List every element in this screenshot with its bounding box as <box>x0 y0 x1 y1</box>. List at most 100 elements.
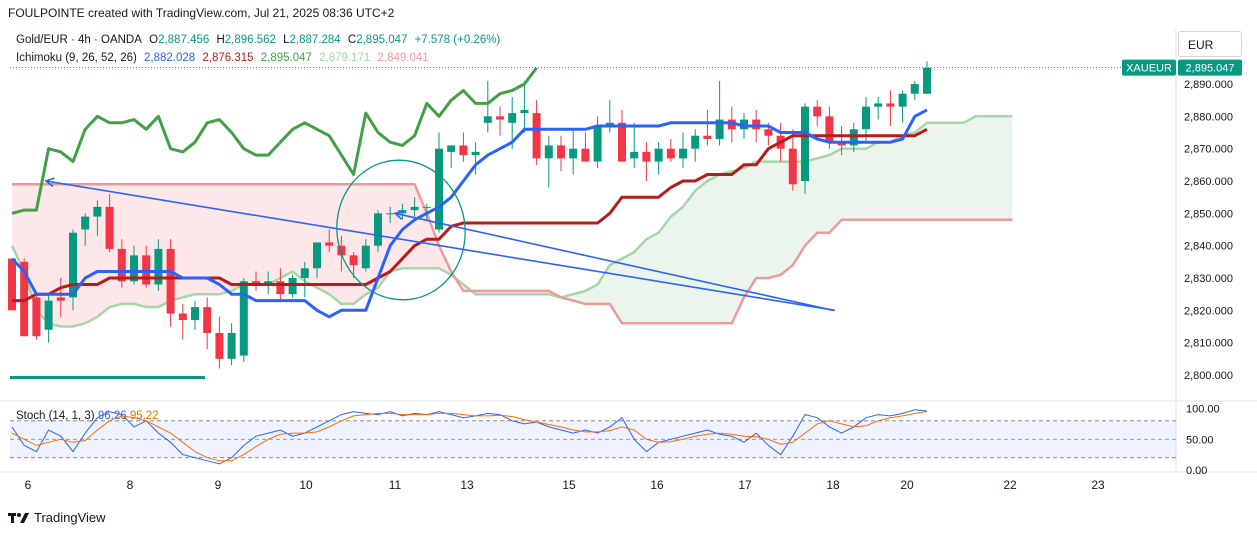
x-tick-label: 17 <box>738 478 752 492</box>
ichimoku-cloud <box>317 184 330 295</box>
ichimoku-label[interactable]: Ichimoku (9, 26, 52, 26) <box>16 52 137 64</box>
ichimoku-cloud <box>951 122 964 220</box>
candle-body <box>56 297 65 301</box>
ichimoku-cloud <box>963 116 976 220</box>
candle-body <box>32 297 41 337</box>
footer-brand: TradingView <box>34 510 106 525</box>
candle-body <box>447 145 456 152</box>
y-tick-label: 2,800.000 <box>1184 370 1233 382</box>
ichimoku-cloud <box>817 155 830 233</box>
ichimoku-cloud <box>670 206 683 324</box>
candle-body <box>325 242 334 246</box>
candle-body <box>471 151 480 156</box>
y-tick-label: 2,820.000 <box>1184 305 1233 317</box>
ichimoku-cloud <box>744 161 757 298</box>
ichimoku-cloud <box>256 184 269 285</box>
candle-body <box>203 307 212 333</box>
ichimoku-cloud <box>414 184 427 269</box>
ichimoku-cloud <box>975 116 988 220</box>
candle-body <box>288 278 297 295</box>
x-tick-label: 15 <box>562 478 576 492</box>
candle-body <box>117 248 126 282</box>
ichimoku-cloud <box>927 122 940 220</box>
candle-body <box>740 119 748 130</box>
candle-body <box>483 116 492 123</box>
x-tick-label: 10 <box>299 478 313 492</box>
ichimoku-cloud <box>268 184 281 285</box>
ichimoku-cloud <box>622 252 635 324</box>
ichimoku-cloud <box>634 239 647 324</box>
ichimoku-cloud <box>121 184 134 304</box>
price-tag-symbol-box <box>1122 59 1176 76</box>
candle-body <box>81 216 90 230</box>
stoch-d-line <box>11 411 928 462</box>
trend-line-arrowhead <box>393 210 404 220</box>
ichimoku-cloud <box>243 184 256 285</box>
ichimoku-cloud <box>146 184 159 308</box>
candle-body <box>227 332 236 359</box>
ichimoku-cloud <box>85 184 98 324</box>
candle-body <box>264 281 273 285</box>
candle-body <box>435 148 443 230</box>
candle-body <box>44 300 53 330</box>
candle-body <box>544 145 553 159</box>
y-tick-label: 2,850.000 <box>1184 208 1233 220</box>
candle-body <box>142 255 151 285</box>
candle-body <box>825 116 834 143</box>
stoch-label[interactable]: Stoch (14, 1, 3) <box>16 410 95 422</box>
ichimoku-cloud <box>890 135 903 220</box>
x-tick-label: 23 <box>1091 478 1105 492</box>
ichimoku-base-value: 2,876.315 <box>202 52 254 64</box>
annotation-ellipse <box>336 159 466 301</box>
candle-body <box>557 145 565 159</box>
candle-body <box>691 135 700 149</box>
ichimoku-span-b-line <box>12 182 1013 325</box>
symbol-label[interactable]: Gold/EUR · 4h · OANDA <box>16 34 142 46</box>
y-tick-label: 2,880.000 <box>1184 111 1233 123</box>
candle-body <box>862 106 870 130</box>
ichimoku-cloud <box>646 232 659 324</box>
candle-body <box>764 129 773 136</box>
x-tick-label: 6 <box>25 478 32 492</box>
candle-body <box>532 113 541 159</box>
price-tag: XAUEUR 2,895.047 <box>1122 59 1242 76</box>
ichimoku-cloud <box>390 184 403 272</box>
candle-body <box>276 281 285 295</box>
stoch-k-line <box>11 409 928 465</box>
candle-body <box>605 122 614 127</box>
y-tick-label: 2,860.000 <box>1184 176 1233 188</box>
trend-line-arrowhead <box>44 177 55 188</box>
price-tag-price-box <box>1178 59 1242 76</box>
candle-body <box>886 103 895 107</box>
y-tick-label: 2,810.000 <box>1184 338 1233 350</box>
candle-body <box>349 255 358 266</box>
candle-body <box>459 145 468 156</box>
candle-body <box>910 84 919 94</box>
ichimoku-cloud <box>841 148 854 220</box>
ohlc-open: O2,887.456 <box>149 34 210 46</box>
y-tick-label: 2,840.000 <box>1184 241 1233 253</box>
ichimoku-cloud <box>597 265 610 304</box>
ichimoku-cloud <box>756 161 769 278</box>
ichimoku-cloud <box>914 122 927 220</box>
ichimoku-cloud <box>353 184 366 304</box>
x-tick-label: 11 <box>389 478 402 492</box>
ohlc-high: H2,896.562 <box>216 34 276 46</box>
candle-body <box>801 106 809 181</box>
currency-selector[interactable]: EUR <box>1178 31 1242 57</box>
candle-body <box>8 258 16 311</box>
ichimoku-span-a-line <box>10 115 1013 328</box>
ichimoku-legend: Ichimoku (9, 26, 52, 26) 2,882.028 2,876… <box>16 52 433 64</box>
stoch-legend: Stoch (14, 1, 3) 96.26 95.22 <box>16 410 159 422</box>
ichimoku-conversion-line <box>10 108 928 319</box>
candle-body <box>105 206 114 249</box>
candle-body <box>642 151 651 162</box>
ichimoku-cloud <box>292 184 305 282</box>
candle-body <box>154 248 163 285</box>
ichimoku-cloud <box>134 184 147 308</box>
candle-body <box>361 245 370 269</box>
stoch-tick-label: 100.00 <box>1186 404 1220 416</box>
candle-body <box>166 248 175 314</box>
ichimoku-cloud <box>902 132 915 220</box>
